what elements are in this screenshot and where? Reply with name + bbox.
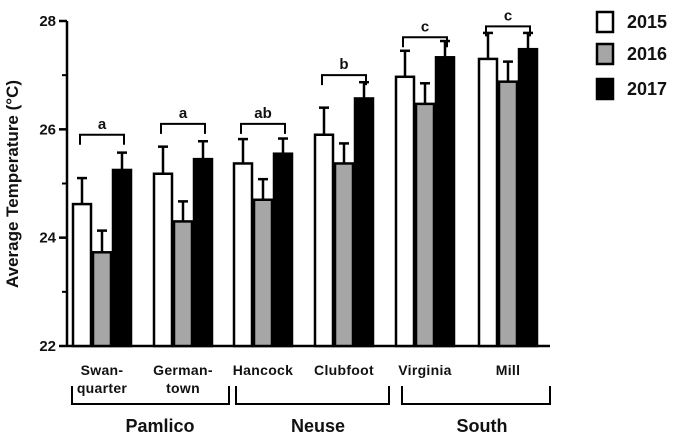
bar-2017 [272, 152, 294, 348]
significance-label: ab [254, 105, 272, 122]
category-label: Clubfoot [314, 362, 374, 378]
group-bracket [401, 386, 551, 405]
bar-2015 [477, 57, 499, 348]
legend-swatch-2016 [595, 42, 615, 66]
significance-bracket [79, 133, 125, 145]
significance-bracket [240, 122, 286, 134]
legend-swatch-2015 [595, 10, 615, 34]
significance-bracket [321, 74, 367, 86]
significance-bracket [160, 122, 206, 134]
bar-2016 [91, 251, 113, 348]
group-bracket [235, 386, 390, 405]
category-label: Swan- [81, 362, 124, 378]
legend-label: 2017 [627, 79, 667, 99]
bar-2016 [497, 80, 519, 348]
significance-bracket [402, 36, 448, 48]
bar-2015 [71, 202, 93, 348]
bar-2017 [192, 157, 214, 348]
category-label: town [166, 380, 200, 396]
y-tick-label: 26 [39, 121, 56, 138]
group-label: South [457, 416, 508, 434]
group-label: Pamlico [125, 416, 194, 434]
category-label: Hancock [233, 362, 293, 378]
significance-bracket [485, 25, 531, 37]
legend-swatch-2017 [595, 77, 615, 101]
category-label: Mill [496, 362, 521, 378]
bar-2016 [414, 102, 436, 348]
bar-2016 [333, 162, 355, 348]
legend-label: 2015 [627, 12, 667, 32]
bar-2017 [517, 47, 539, 348]
bar-2015 [394, 75, 416, 348]
bar-2015 [232, 162, 254, 348]
significance-label: a [98, 116, 107, 133]
group-label: Neuse [291, 416, 345, 434]
legend-label: 2016 [627, 44, 667, 64]
bar-2017 [434, 56, 456, 348]
significance-label: a [179, 105, 188, 122]
bar-2017 [353, 97, 375, 348]
y-tick-label: 22 [39, 338, 56, 355]
y-axis-label: Average Temperature (°C) [3, 80, 22, 288]
bar-2016 [252, 198, 274, 348]
bar-2016 [172, 220, 194, 348]
bar-2017 [111, 168, 133, 348]
significance-label: c [504, 7, 512, 24]
category-label: quarter [77, 380, 128, 396]
bar-2015 [313, 133, 335, 348]
significance-label: b [339, 56, 348, 73]
y-tick-label: 28 [39, 13, 56, 30]
category-label: German- [153, 362, 213, 378]
y-tick-label: 24 [39, 230, 56, 247]
category-label: Virginia [398, 362, 452, 378]
bar-2015 [152, 172, 174, 348]
significance-label: c [421, 18, 429, 35]
group-bracket [71, 386, 230, 405]
